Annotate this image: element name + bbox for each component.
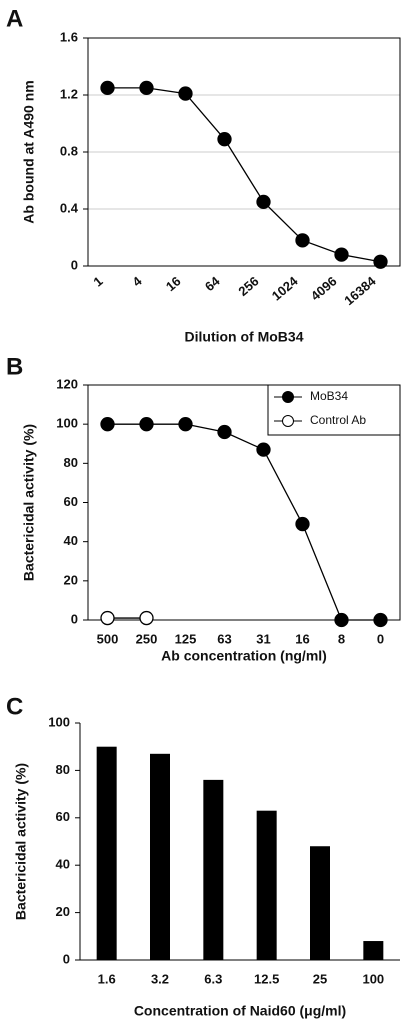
x-tick-label: 12.5	[254, 971, 279, 986]
y-tick-label: 0.4	[60, 200, 79, 215]
x-tick-label: 16384	[341, 273, 379, 308]
marker	[217, 132, 232, 147]
y-tick-label: 0	[63, 951, 70, 966]
marker	[178, 417, 193, 432]
x-tick-label: 64	[202, 273, 223, 294]
y-tick-label: 60	[64, 494, 78, 509]
x-tick-label: 4	[129, 273, 145, 290]
legend-label: MoB34	[310, 389, 348, 403]
x-tick-label: 1	[90, 273, 105, 289]
x-tick-label: 6.3	[204, 971, 222, 986]
plot-frame	[87, 384, 401, 621]
panel-letter: A	[6, 5, 23, 32]
marker	[100, 417, 115, 432]
bar	[203, 779, 224, 960]
y-axis-title: Bactericidal activity (%)	[21, 424, 37, 581]
x-tick-label: 4096	[308, 273, 340, 303]
x-tick-label: 125	[175, 631, 197, 646]
plot-frame	[87, 37, 401, 267]
marker	[295, 233, 310, 248]
marker	[178, 86, 193, 101]
x-tick-label: 8	[338, 631, 345, 646]
legend-marker	[282, 415, 294, 427]
bar	[96, 746, 117, 960]
x-tick-label: 63	[217, 631, 231, 646]
marker	[139, 417, 154, 432]
marker	[373, 254, 388, 269]
y-axis-title: Ab bound at A490 nm	[21, 80, 37, 223]
y-tick-label: 40	[56, 857, 70, 872]
bar	[310, 846, 330, 960]
y-tick-label: 20	[64, 572, 78, 587]
marker	[256, 194, 271, 210]
x-tick-label: 500	[97, 631, 119, 646]
legend-label: Control Ab	[310, 413, 366, 427]
panel-letter: B	[6, 353, 23, 380]
bar	[150, 753, 170, 960]
panel-letter: C	[6, 693, 23, 720]
y-tick-label: 60	[56, 809, 70, 824]
marker	[295, 516, 310, 532]
x-tick-label: 0	[377, 631, 384, 646]
y-axis-title: Bactericidal activity (%)	[13, 763, 29, 920]
x-axis-title: Concentration of Naid60 (μg/ml)	[134, 1003, 346, 1019]
marker	[100, 610, 115, 626]
x-tick-label: 1.6	[98, 971, 116, 986]
x-tick-label: 250	[136, 631, 158, 646]
x-axis-title: Ab concentration (ng/ml)	[161, 648, 327, 664]
marker	[373, 612, 388, 628]
x-tick-label: 25	[313, 971, 327, 986]
x-tick-label: 100	[362, 971, 384, 986]
y-tick-label: 40	[64, 533, 78, 548]
marker	[256, 442, 271, 457]
y-tick-label: 1.2	[60, 86, 78, 101]
bar	[363, 941, 384, 960]
bar	[256, 810, 277, 960]
line	[107, 423, 381, 621]
marker	[334, 247, 349, 262]
x-axis-title: Dilution of MoB34	[185, 329, 304, 345]
y-tick-label: 120	[56, 376, 78, 391]
y-tick-label: 0	[71, 611, 78, 626]
y-tick-label: 1.6	[60, 29, 78, 44]
marker	[139, 80, 154, 96]
legend-marker	[282, 391, 294, 403]
y-tick-label: 80	[56, 762, 70, 777]
y-tick-label: 100	[48, 714, 70, 729]
x-tick-label: 31	[256, 631, 270, 646]
x-tick-label: 16	[163, 273, 184, 294]
x-tick-label: 256	[235, 273, 261, 298]
y-tick-label: 20	[56, 904, 70, 919]
marker	[139, 610, 154, 626]
y-tick-label: 0	[71, 257, 78, 272]
y-tick-label: 80	[64, 455, 78, 470]
marker	[217, 424, 232, 440]
y-tick-label: 100	[56, 416, 78, 431]
marker	[100, 80, 115, 96]
x-tick-label: 1024	[269, 273, 301, 304]
y-tick-label: 0.8	[60, 143, 78, 158]
line	[107, 87, 381, 263]
marker	[334, 612, 349, 628]
x-tick-label: 16	[295, 631, 309, 646]
x-tick-label: 3.2	[151, 971, 169, 986]
